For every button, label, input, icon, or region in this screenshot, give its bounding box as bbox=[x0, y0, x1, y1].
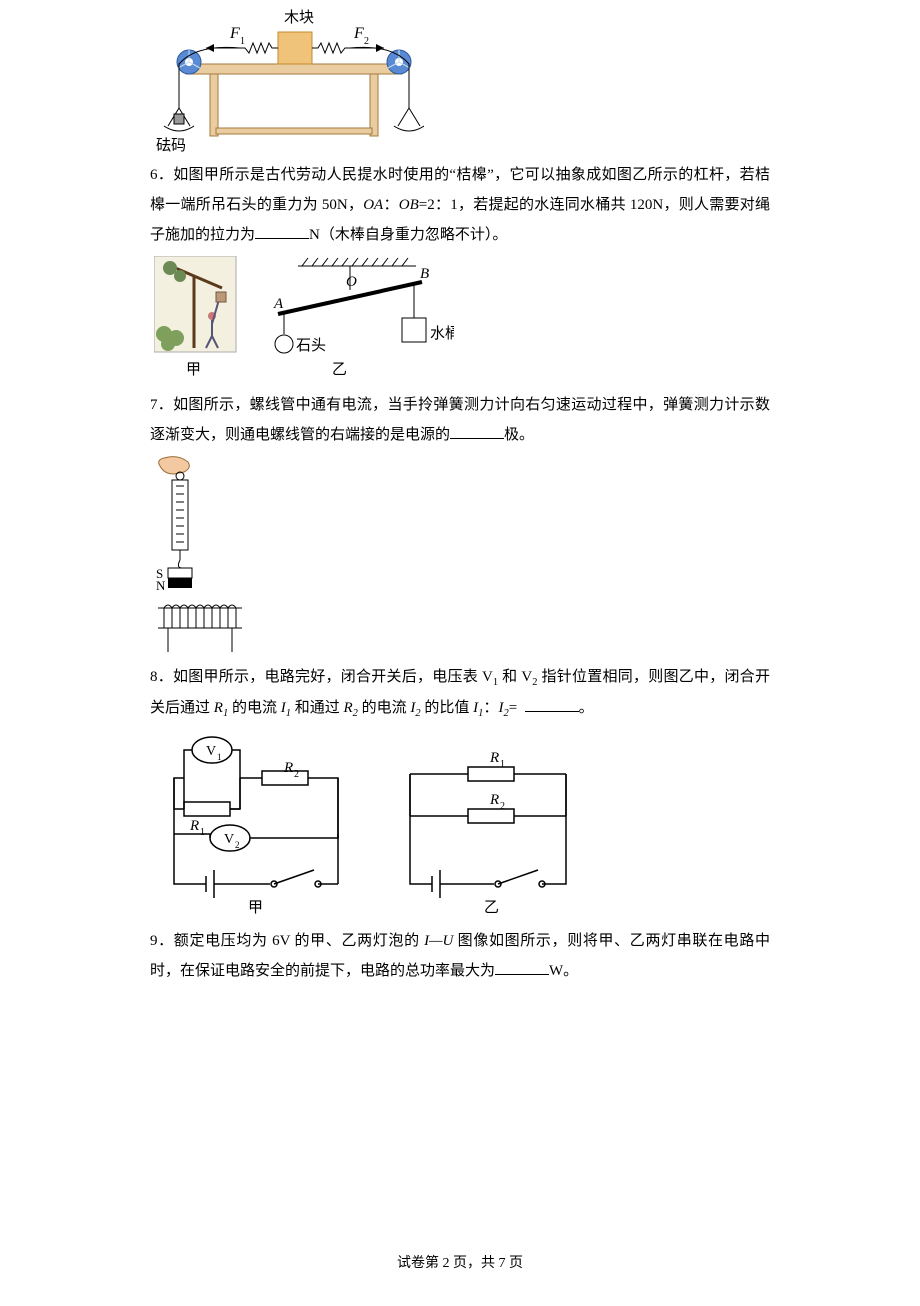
svg-text:B: B bbox=[420, 266, 429, 282]
svg-text:2: 2 bbox=[294, 769, 299, 780]
svg-text:F: F bbox=[229, 25, 240, 42]
svg-text:F: F bbox=[353, 25, 364, 42]
pan-right bbox=[394, 108, 424, 131]
svg-text:2: 2 bbox=[364, 36, 369, 47]
question-6: 6．如图甲所示是古代劳动人民提水时使用的“桔槔”，它可以抽象成如图乙所示的杠杆，… bbox=[150, 160, 770, 250]
figure-q5: 木块 F 1 F 2 bbox=[154, 4, 424, 154]
label-weight: 砝码 bbox=[156, 137, 186, 154]
svg-text:O: O bbox=[346, 274, 357, 290]
svg-text:R: R bbox=[283, 760, 293, 776]
svg-text:V: V bbox=[206, 744, 216, 759]
svg-text:甲: 甲 bbox=[186, 362, 201, 378]
svg-text:水桶: 水桶 bbox=[430, 325, 454, 342]
question-9: 9．额定电压均为 6V 的甲、乙两灯泡的 I—U 图像如图所示，则将甲、乙两灯串… bbox=[150, 926, 770, 986]
svg-text:甲: 甲 bbox=[248, 900, 263, 916]
svg-text:2: 2 bbox=[500, 801, 505, 812]
svg-text:1: 1 bbox=[500, 759, 505, 770]
svg-text:R: R bbox=[189, 818, 199, 834]
svg-text:2: 2 bbox=[235, 840, 240, 850]
question-7: 7．如图所示，螺线管中通有电流，当手拎弹簧测力计向右匀速运动过程中，弹簧测力计示… bbox=[150, 390, 770, 450]
figure-q6: 甲 A O B 石头 bbox=[154, 256, 454, 384]
svg-text:1: 1 bbox=[217, 752, 222, 762]
page-footer: 试卷第 2 页，共 7 页 bbox=[0, 1250, 920, 1278]
svg-text:R: R bbox=[489, 750, 499, 766]
svg-text:A: A bbox=[273, 296, 284, 312]
svg-text:R: R bbox=[489, 792, 499, 808]
figure-q7: S N bbox=[154, 456, 250, 656]
question-8: 8．如图甲所示，电路完好，闭合开关后，电压表 V1 和 V2 指针位置相同，则图… bbox=[150, 662, 770, 724]
svg-text:1: 1 bbox=[200, 827, 205, 838]
pan-left bbox=[164, 108, 194, 131]
svg-text:N: N bbox=[156, 578, 166, 593]
label-block: 木块 bbox=[284, 9, 314, 26]
svg-text:乙: 乙 bbox=[332, 362, 347, 378]
svg-text:乙: 乙 bbox=[484, 900, 499, 916]
figure-q8: V 1 V 2 R 2 R 1 甲 bbox=[154, 730, 594, 920]
svg-text:石头: 石头 bbox=[296, 337, 326, 354]
svg-text:V: V bbox=[224, 832, 234, 847]
svg-text:1: 1 bbox=[240, 36, 245, 47]
